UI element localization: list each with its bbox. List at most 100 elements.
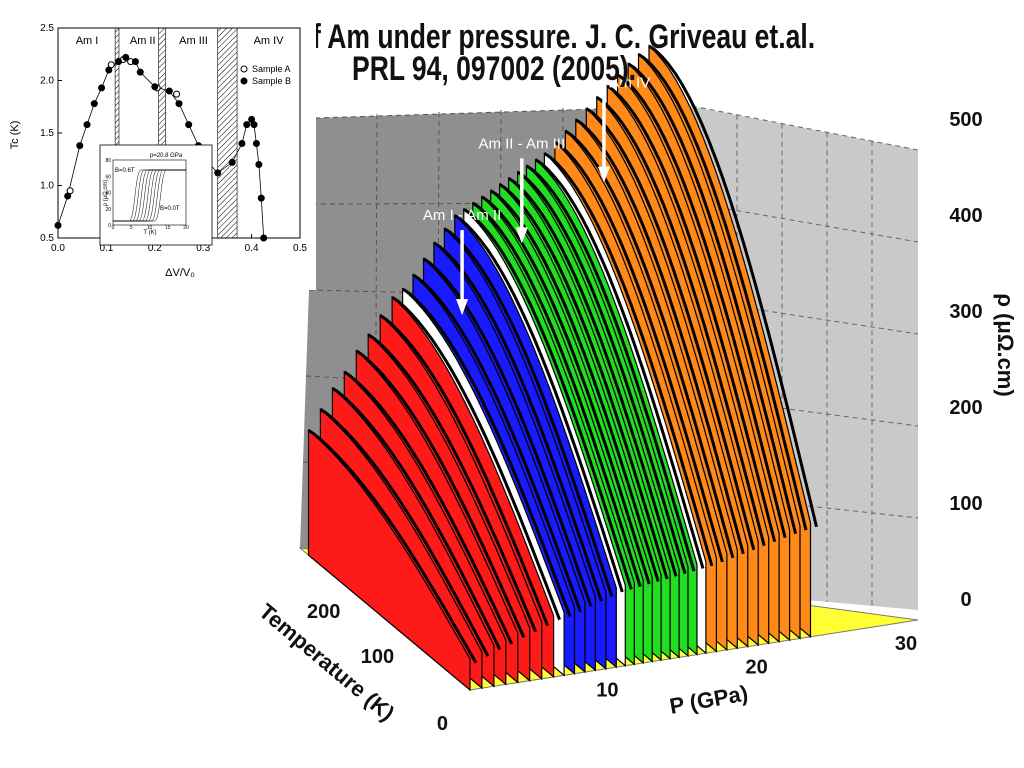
sample-b-point bbox=[250, 121, 258, 129]
curve-top-edge bbox=[422, 257, 593, 607]
curve-top-edge bbox=[516, 170, 687, 575]
inset-legend-label: Sample A bbox=[252, 64, 291, 74]
inset-phase-labels: Am I Am II Am III Am IV bbox=[76, 35, 284, 47]
inset-x-axis-label: ΔV/V₀ bbox=[165, 267, 195, 279]
subinset-x-tick-label: 15 bbox=[165, 225, 171, 231]
curve-top-edge bbox=[379, 314, 550, 627]
sample-b-point bbox=[238, 140, 246, 147]
sample-b-point bbox=[257, 194, 265, 202]
subinset-y-tick-label: 0 bbox=[108, 223, 111, 229]
z-tick-label: 400 bbox=[949, 205, 982, 227]
curve-top-edge bbox=[462, 207, 633, 590]
slide-title-line-1: f Am under pressure. J. C. Griveau et.al… bbox=[312, 18, 816, 56]
side-grid-line bbox=[691, 202, 919, 243]
annotation-label: Am III - Am IV bbox=[558, 75, 651, 92]
inset-legend-label: Sample B bbox=[252, 76, 291, 86]
inset-x-tick-label: 0.1 bbox=[99, 243, 113, 254]
x-tick-labels: 10 20 30 bbox=[596, 633, 917, 702]
inset-phase-label: Am III bbox=[179, 35, 208, 47]
curve-top-edge bbox=[343, 370, 514, 645]
curve-top-edge bbox=[355, 349, 526, 638]
inset-y-axis-label: Tc (K) bbox=[9, 121, 21, 150]
z-tick-label: 300 bbox=[949, 301, 982, 323]
curve-top-edge bbox=[585, 107, 756, 551]
curve-top-edge bbox=[307, 429, 478, 664]
sample-b-point bbox=[98, 84, 106, 92]
curve-top-edge bbox=[564, 129, 735, 559]
y-tick-labels: 0 100 200 bbox=[307, 601, 448, 735]
curve-top-edge bbox=[648, 44, 818, 528]
inset-subplot: p=20.8 GPa B=0.6T B=0.0T T (K) ρ (μΩ.cm) 0 5 10… bbox=[99, 144, 213, 246]
subinset-x-tick-label: 10 bbox=[147, 225, 153, 231]
transition-annotations: Am I - Am II Am II - Am III Am III - Am IV bbox=[423, 75, 650, 316]
subinset-x-tick-label: 0 bbox=[112, 225, 115, 231]
subinset-y-tick-label: 20 bbox=[105, 207, 111, 213]
curve-top-edge bbox=[319, 407, 490, 657]
curve-top-edge bbox=[637, 53, 808, 531]
curve-top-edge bbox=[453, 214, 624, 593]
curve-top-edge bbox=[331, 386, 502, 651]
sample-b-point bbox=[243, 121, 251, 129]
subinset-pressure-label: p=20.8 GPa bbox=[150, 153, 183, 159]
subinset-x-tick-label: 5 bbox=[130, 225, 133, 231]
annotation-arrow-head bbox=[456, 299, 469, 316]
sample-b-point bbox=[214, 169, 222, 177]
z-axis: 0 100 200 300 400 500 ρ (μΩ.cm) bbox=[949, 109, 1018, 611]
sample-b-point bbox=[64, 192, 72, 200]
sample-b-point bbox=[228, 158, 236, 166]
annotation-arrow-head bbox=[515, 227, 528, 244]
sample-b-point bbox=[260, 234, 268, 242]
resistivity-curves bbox=[307, 44, 818, 692]
z-tick-label: 500 bbox=[949, 109, 982, 131]
inset-y-tick-label: 1.0 bbox=[40, 181, 54, 192]
z-tick-labels: 0 100 200 300 400 500 bbox=[949, 109, 982, 611]
inset-phase-label: Am I bbox=[76, 35, 99, 47]
curve-top-edge bbox=[525, 164, 696, 572]
subinset-frame bbox=[99, 144, 213, 246]
x-tick-label: 20 bbox=[746, 656, 768, 678]
annotation-arrow-head bbox=[597, 166, 610, 183]
inset-y-ticks: 0.5 1.0 1.5 2.0 2.5 bbox=[40, 23, 62, 244]
curve-top-edge bbox=[543, 152, 714, 567]
sample-b-point bbox=[131, 58, 139, 66]
inset-data-points bbox=[54, 53, 268, 242]
inset-x-tick-label: 0.4 bbox=[245, 243, 259, 254]
z-axis-label: ρ (μΩ.cm) bbox=[993, 293, 1018, 396]
subinset-x-tick-label: 20 bbox=[183, 225, 189, 231]
x-tick-label: 10 bbox=[596, 680, 618, 702]
inset-legend-marker bbox=[240, 65, 248, 73]
sample-b-point bbox=[115, 58, 122, 66]
inset-y-tick-label: 0.5 bbox=[40, 233, 54, 244]
slide-title-line-2: PRL 94, 097002 (2005). bbox=[352, 50, 637, 88]
curve-top-edge bbox=[507, 176, 678, 577]
sample-b-point bbox=[105, 66, 113, 74]
sample-b-point bbox=[90, 100, 98, 108]
curve-top-edge bbox=[595, 96, 766, 547]
subinset-field-label-high: B=0.6T bbox=[115, 168, 135, 174]
y-tick-label: 0 bbox=[437, 713, 448, 735]
curve-top-edge bbox=[554, 140, 724, 563]
inset-tc-panel: Am I Am II Am III Am IV 0.0 0.1 0.2 0.3 0.4 0.5 … bbox=[0, 0, 316, 290]
subinset-curve bbox=[113, 169, 186, 222]
sample-b-point bbox=[76, 142, 84, 150]
subinset-plot-frame bbox=[112, 159, 187, 226]
resistivity-curve bbox=[307, 428, 471, 692]
z-tick-label: 100 bbox=[949, 493, 982, 515]
annotation-label: Am I - Am II bbox=[423, 207, 501, 224]
sample-b-point bbox=[255, 161, 263, 168]
y-tick-label: 100 bbox=[361, 646, 394, 668]
sample-b-point bbox=[185, 121, 193, 129]
subinset-xlabel: T (K) bbox=[143, 230, 156, 236]
y-tick-label: 200 bbox=[307, 601, 340, 623]
side-grid-line bbox=[691, 105, 919, 151]
curve-top-edge bbox=[489, 189, 660, 582]
curve-top-edge bbox=[480, 195, 651, 585]
sample-b-point bbox=[151, 83, 159, 91]
inset-legend: Sample A Sample B bbox=[240, 64, 291, 86]
inset-x-tick-label: 0.3 bbox=[196, 243, 210, 254]
subinset-y-tick-label: 60 bbox=[105, 174, 111, 180]
inset-legend-marker bbox=[240, 77, 248, 85]
inset-tc-chart: Am I Am II Am III Am IV 0.0 0.1 0.2 0.3 0.4 0.5 … bbox=[9, 23, 307, 279]
